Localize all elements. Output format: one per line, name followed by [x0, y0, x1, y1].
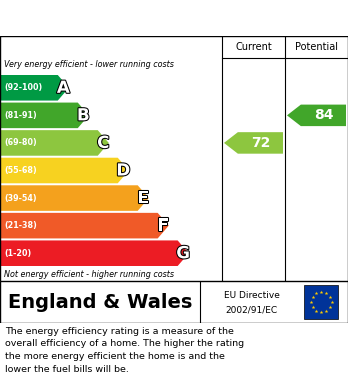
- Polygon shape: [0, 185, 149, 211]
- Text: (21-38): (21-38): [4, 221, 37, 230]
- Text: F: F: [158, 217, 169, 235]
- Text: Current: Current: [235, 42, 272, 52]
- Text: (81-91): (81-91): [4, 111, 37, 120]
- Text: The energy efficiency rating is a measure of the
overall efficiency of a home. T: The energy efficiency rating is a measur…: [5, 327, 244, 373]
- Text: E: E: [137, 189, 149, 207]
- Text: Very energy efficient - lower running costs: Very energy efficient - lower running co…: [4, 60, 174, 69]
- Text: (55-68): (55-68): [4, 166, 37, 175]
- Polygon shape: [0, 158, 129, 183]
- Text: (39-54): (39-54): [4, 194, 37, 203]
- Bar: [304, 285, 338, 319]
- Text: Potential: Potential: [295, 42, 338, 52]
- Polygon shape: [0, 240, 189, 266]
- Text: G: G: [176, 244, 190, 262]
- Text: B: B: [77, 106, 89, 124]
- Polygon shape: [224, 132, 283, 154]
- Polygon shape: [0, 130, 109, 156]
- Text: 72: 72: [251, 136, 270, 150]
- Text: A: A: [57, 79, 70, 97]
- Text: EU Directive: EU Directive: [224, 291, 280, 300]
- Text: England & Wales: England & Wales: [8, 292, 192, 312]
- Text: 84: 84: [314, 108, 333, 122]
- Text: C: C: [97, 134, 109, 152]
- Text: D: D: [116, 161, 130, 179]
- Polygon shape: [287, 105, 346, 126]
- Text: Not energy efficient - higher running costs: Not energy efficient - higher running co…: [4, 270, 174, 279]
- Polygon shape: [0, 102, 89, 128]
- Polygon shape: [0, 213, 169, 239]
- Text: Energy Efficiency Rating: Energy Efficiency Rating: [10, 11, 231, 25]
- Polygon shape: [0, 75, 69, 100]
- Text: (69-80): (69-80): [4, 138, 37, 147]
- Text: (92-100): (92-100): [4, 83, 42, 92]
- Text: 2002/91/EC: 2002/91/EC: [226, 306, 278, 315]
- Text: (1-20): (1-20): [4, 249, 31, 258]
